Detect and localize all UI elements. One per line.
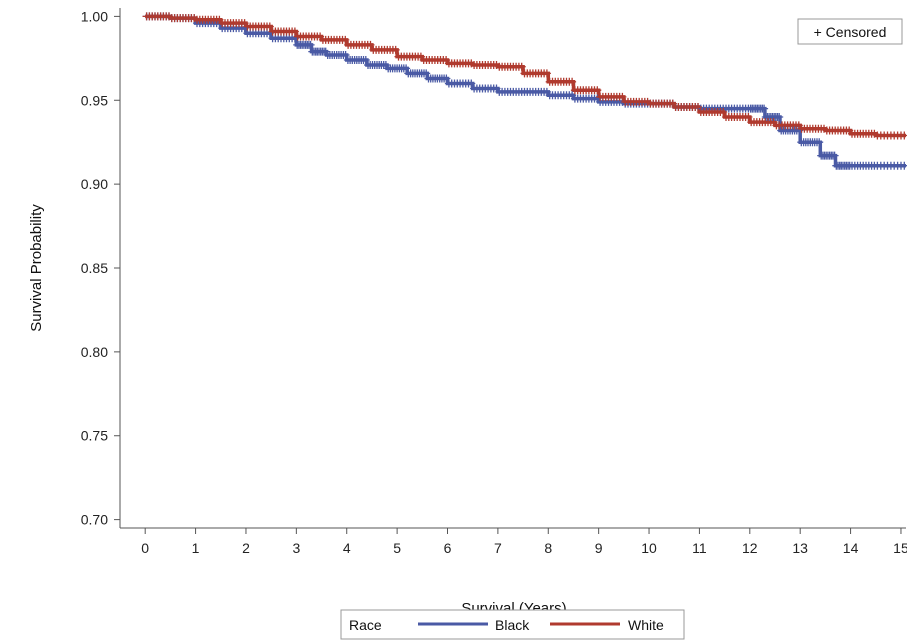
x-tick-label: 2 [242, 540, 250, 556]
y-tick-label: 0.95 [81, 92, 108, 108]
censor-mark-black [815, 138, 824, 147]
x-tick-label: 12 [742, 540, 758, 556]
censor-mark-black [760, 104, 769, 113]
censored-legend-label: + Censored [814, 24, 887, 40]
censor-mark-white [568, 77, 577, 86]
censor-mark-black [321, 47, 330, 56]
survival-curve-black [145, 14, 906, 168]
censor-mark-black [422, 69, 431, 78]
censor-marks-layer [142, 12, 907, 170]
censor-mark-white [744, 113, 753, 121]
y-axis-title: Survival Probability [28, 204, 45, 332]
censor-mark-black [341, 51, 350, 59]
censor-mark-black [361, 56, 370, 64]
x-tick-label: 9 [595, 540, 603, 556]
censor-mark-black [402, 64, 411, 73]
censor-mark-black [442, 74, 451, 83]
censor-mark-black [775, 113, 784, 121]
y-tick-label: 0.85 [81, 260, 108, 276]
y-tick-label: 0.75 [81, 428, 108, 444]
x-tick-label: 8 [544, 540, 552, 556]
censor-mark-white [593, 86, 602, 95]
censor-mark-white [265, 22, 274, 31]
y-tick-label: 1.00 [81, 8, 108, 24]
x-tick-label: 10 [641, 540, 657, 556]
series-layer [145, 14, 906, 168]
censor-mark-black [306, 40, 315, 49]
x-tick-label: 5 [393, 540, 401, 556]
censor-mark-white [719, 108, 728, 116]
series-legend-box [340, 609, 685, 640]
x-tick-label: 1 [192, 540, 200, 556]
censor-mark-white [517, 62, 526, 71]
censor-mark-white [366, 40, 375, 49]
legend-label-black: Black [495, 617, 530, 633]
censored-legend-box [797, 18, 903, 45]
x-tick-label: 0 [141, 540, 149, 556]
censor-mark-white [290, 27, 299, 36]
censor-mark-black [467, 79, 476, 88]
censor-mark-white [618, 92, 627, 101]
y-tick-label: 0.70 [81, 512, 108, 528]
censor-mark-white [542, 69, 551, 78]
censor-mark-black [830, 151, 839, 160]
censor-mark-white [341, 35, 350, 44]
x-tick-label: 3 [292, 540, 300, 556]
legend-label-white: White [628, 617, 664, 633]
axes: 0.700.750.800.850.900.951.000 1 2 3 4 5 6 7 8 9 10… [81, 8, 907, 556]
x-tick-label: 4 [343, 540, 351, 556]
y-tick-label: 0.90 [81, 176, 108, 192]
censor-mark-white [391, 45, 400, 54]
x-tick-label: 13 [792, 540, 808, 556]
censor-mark-white [694, 103, 702, 111]
x-tick-label: 6 [444, 540, 452, 556]
x-tick-label: 14 [843, 540, 859, 556]
x-tick-label: 15 [893, 540, 907, 556]
y-tick-label: 0.80 [81, 344, 108, 360]
x-tick-label: 11 [692, 540, 707, 556]
legend-title: Race [349, 617, 382, 633]
x-tick-label: 7 [494, 540, 502, 556]
